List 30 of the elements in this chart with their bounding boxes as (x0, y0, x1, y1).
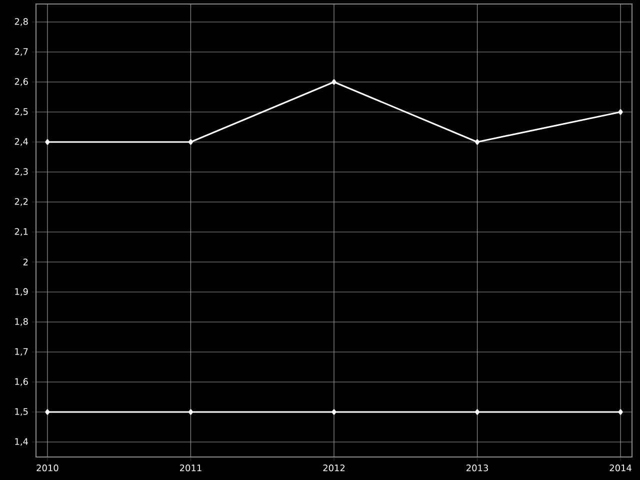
point (332, 409, 336, 415)
y-tick-label: 2,7 (14, 48, 28, 56)
y-tick-label: 1,8 (15, 318, 28, 326)
point (618, 409, 623, 415)
point (188, 139, 194, 145)
point (332, 79, 336, 85)
point (45, 139, 50, 145)
y-tick-label: 2,3 (14, 168, 28, 176)
y-tick-label: 2,5 (14, 108, 28, 116)
y-tick-label: 2,4 (14, 138, 28, 146)
x-tick-label: 2012 (323, 464, 345, 472)
y-tick-label: 2,8 (14, 18, 28, 26)
point (188, 409, 194, 415)
point (618, 109, 623, 115)
y-tick-label: 1,6 (15, 378, 28, 386)
point (45, 409, 50, 415)
x-tick-label: 2011 (180, 464, 202, 472)
x-tick-label: 2010 (36, 464, 58, 472)
x-tick-label: 2013 (466, 464, 488, 472)
y-tick-label: 1,4 (15, 438, 28, 446)
y-tick-label: 2,2 (14, 198, 28, 206)
point (474, 409, 480, 415)
y-tick-label: 2 (23, 258, 28, 266)
y-tick-label: 2,6 (14, 78, 28, 86)
y-tick-label: 1,7 (15, 348, 28, 356)
x-tick-label: 2014 (610, 464, 632, 472)
point (474, 139, 480, 145)
y-tick-label: 2,1 (14, 228, 28, 236)
y-tick-label: 1,9 (15, 288, 28, 296)
y-tick-label: 1,5 (15, 408, 28, 416)
